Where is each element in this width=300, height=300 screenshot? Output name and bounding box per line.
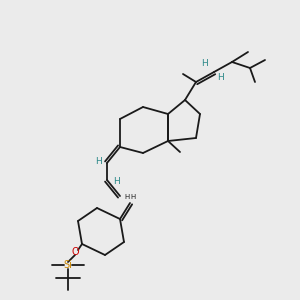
Text: H: H [131,194,136,200]
Text: H: H [217,74,224,82]
Text: H: H [94,158,101,166]
Text: O: O [71,247,79,257]
Text: Si: Si [64,260,72,270]
Text: H: H [112,178,119,187]
Text: H: H [124,194,129,200]
Text: H: H [201,59,207,68]
